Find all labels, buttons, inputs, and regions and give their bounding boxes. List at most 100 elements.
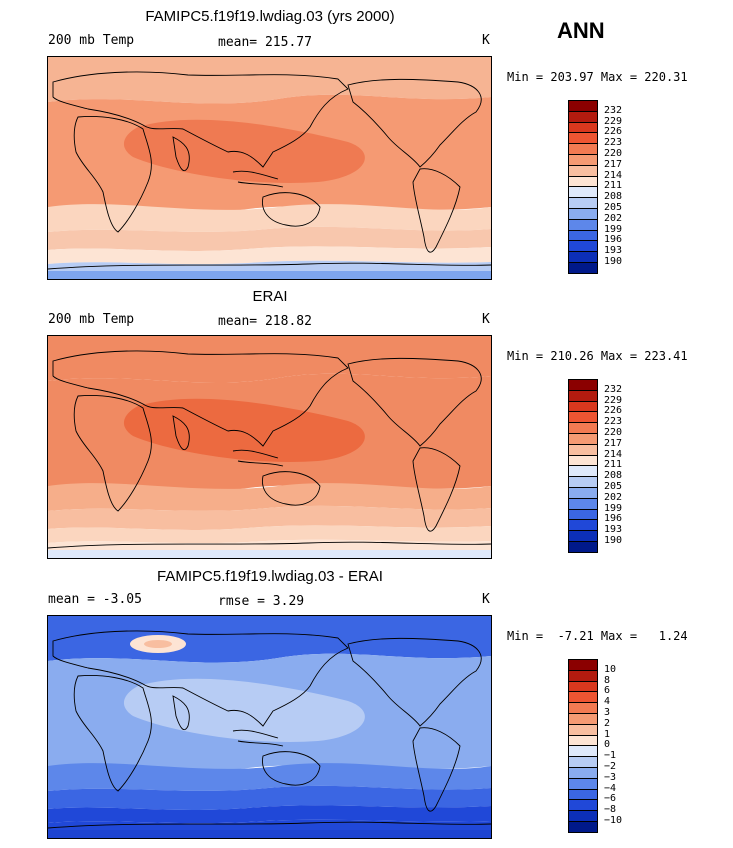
colorbar-level-label: 4 [604,696,611,708]
africa-coastline [73,675,152,792]
colorbar-level-label: 229 [604,115,623,127]
panel-3-mean-label: mean = -3.05 [48,592,142,607]
season-label: ANN [557,18,605,43]
contour-band-pole [48,271,491,279]
panel-3-title: FAMIPC5.f19f19.lwdiag.03 - ERAI [157,568,383,585]
colorbar-level-label: 196 [604,513,623,525]
colorbar-level-label: 6 [604,685,611,697]
contour-band-core [123,678,365,742]
panel-3-min-max: Min = -7.21 Max = 1.24 [507,629,688,643]
south-america-coastline [412,447,461,532]
contour-band-south2 [48,246,491,265]
india-coastline [172,415,190,450]
contour-band-south1 [48,226,491,251]
contour-band-north [48,336,491,383]
panel-1-variable-label: 200 mb Temp [48,33,135,48]
colorbar-level-label: 202 [604,212,623,224]
colorbar-swatch [568,541,598,553]
colorbar-level-label: −3 [604,771,617,783]
colorbar-level-label: 226 [604,405,623,417]
panel-3-contour-map [48,616,491,838]
colorbar-level-label: −1 [604,750,617,762]
contour-band-south2 [48,805,491,824]
eurasia-coastline [52,71,349,168]
colorbar-level-label: 232 [604,383,623,395]
positive-anomaly-core [144,640,172,648]
south-america-coastline [412,168,461,253]
contour-band-south2 [48,525,491,544]
panel-1-mean-label: mean= 215.77 [218,35,312,50]
south-america-coastline [412,727,461,812]
africa-coastline [73,395,152,512]
contour-band-core [123,119,365,183]
panel-2-title: ERAI [252,288,288,305]
panel-2-colorbar: 232 229 226 223 220 217 214 211 208 205 202 199 196 1… [568,379,622,554]
colorbar-level-label: 214 [604,448,623,460]
colorbar-level-label: 199 [604,502,623,514]
colorbar-level-label: −10 [604,815,623,826]
colorbar-level-label: 229 [604,394,623,406]
india-coastline [172,136,190,171]
colorbar-level-label: 223 [604,416,623,428]
panel-3-rmse-label: rmse = 3.29 [218,594,305,609]
north-america-coastline [347,78,482,168]
colorbar-level-label: 208 [604,191,623,203]
africa-coastline [73,116,152,233]
colorbar-level-label: 217 [604,158,623,170]
panel-1-map [47,56,492,280]
eurasia-coastline [52,630,349,727]
panel-2-min-max: Min = 210.26 Max = 223.41 [507,349,688,363]
colorbar-level-label: −4 [604,782,617,794]
eurasia-coastline [52,350,349,447]
colorbar-level-label: 220 [604,427,623,438]
antarctica-coastline [48,262,491,270]
contour-band-south1 [48,785,491,810]
maritime-islands [232,170,284,188]
colorbar-level-label: 220 [604,148,623,159]
colorbar-swatch [568,821,598,833]
colorbar-level-label: 211 [604,180,623,192]
colorbar-level-label: 208 [604,470,623,482]
colorbar-level-label: 3 [604,707,611,718]
australia-coastline [262,471,321,506]
colorbar-level-label: 193 [604,245,623,257]
panel-2-contour-map [48,336,491,558]
colorbar-level-label: 217 [604,437,623,449]
colorbar-swatch [568,262,598,274]
colorbar-level-label: 232 [604,104,623,116]
contour-band-north [48,57,491,104]
panel-2-mean-label: mean= 218.82 [218,314,312,329]
australia-coastline [262,751,321,786]
panel-1-title: FAMIPC5.f19f19.lwdiag.03 (yrs 2000) [145,8,395,25]
maritime-islands [232,449,284,467]
panel-1-units: K [482,33,490,48]
contour-band-core [123,398,365,462]
colorbar-level-label: 190 [604,535,623,546]
colorbar-level-label: 196 [604,234,623,246]
antarctica-coastline [48,541,491,549]
colorbar-level-label: 8 [604,674,611,686]
colorbar-level-label: 190 [604,256,623,267]
panel-3-map [47,615,492,839]
contour-band-pole [48,550,491,558]
panel-3-units: K [482,592,490,607]
panel-2-map [47,335,492,559]
panel-3-colorbar: 10 8 6 4 3 2 1 0 −1 −2 −3 −4 −6 −8 −10 [568,659,622,834]
colorbar-level-label: 202 [604,491,623,503]
north-america-coastline [347,637,482,727]
panel-2-variable-label: 200 mb Temp [48,312,135,327]
colorbar-level-label: 10 [604,663,617,675]
colorbar-level-label: −6 [604,793,617,805]
colorbar-level-label: 226 [604,126,623,138]
maritime-islands [232,729,284,747]
panel-2-units: K [482,312,490,327]
panel-1-contour-map [48,57,491,279]
colorbar-level-label: 223 [604,137,623,149]
panel-1-colorbar: 232 229 226 223 220 217 214 211 208 205 202 199 196 1… [568,100,622,275]
panel-1-min-max: Min = 203.97 Max = 220.31 [507,70,688,84]
contour-band-south1 [48,505,491,530]
india-coastline [172,695,190,730]
north-america-coastline [347,357,482,447]
colorbar-level-label: −2 [604,761,617,772]
colorbar-level-label: 211 [604,459,623,471]
